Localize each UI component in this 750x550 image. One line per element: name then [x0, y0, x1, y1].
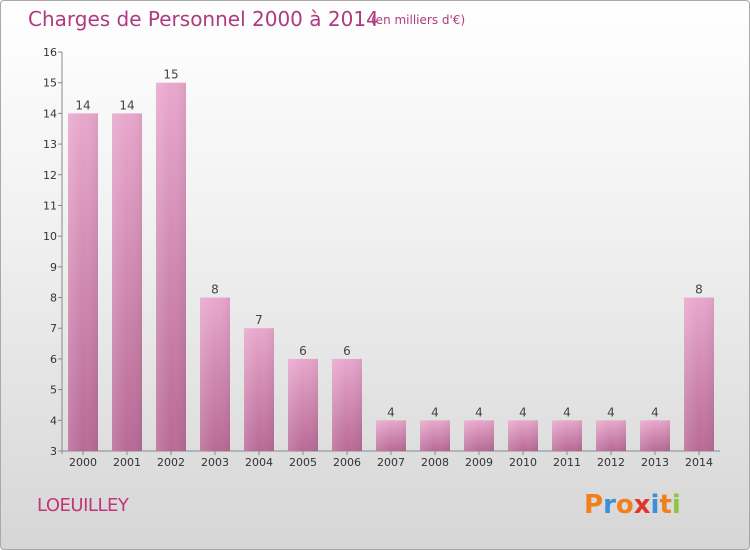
x-tick-label: 2014 — [685, 456, 713, 469]
bar-shine — [420, 420, 450, 451]
bar-shine — [68, 113, 98, 451]
bar-value-label: 4 — [387, 405, 395, 419]
x-tick-label: 2013 — [641, 456, 669, 469]
x-tick-label: 2011 — [553, 456, 581, 469]
y-tick-label: 3 — [50, 445, 57, 458]
bar-value-label: 4 — [519, 405, 527, 419]
x-tick-label: 2009 — [465, 456, 493, 469]
logo-letter: P — [584, 490, 604, 520]
x-tick-label: 2008 — [421, 456, 449, 469]
bar-value-label: 4 — [607, 405, 615, 419]
y-tick-label: 5 — [50, 384, 57, 397]
logo-letter: i — [650, 490, 660, 520]
x-tick-label: 2006 — [333, 456, 361, 469]
y-tick-label: 7 — [50, 322, 57, 335]
bar-shine — [156, 82, 186, 451]
y-tick-label: 16 — [43, 46, 57, 59]
x-tick-label: 2002 — [157, 456, 185, 469]
bar-value-label: 4 — [431, 405, 439, 419]
chart-title: Charges de Personnel 2000 à 2014 — [28, 7, 379, 31]
logo-letter: x — [633, 490, 651, 520]
y-tick-label: 6 — [50, 353, 57, 366]
bar-shine — [244, 328, 274, 451]
x-tick-label: 2007 — [377, 456, 405, 469]
bar-shine — [376, 420, 406, 451]
bar-shine — [112, 113, 142, 451]
x-tick-label: 2001 — [113, 456, 141, 469]
bar-value-label: 7 — [255, 313, 263, 327]
bar-shine — [640, 420, 670, 451]
bar-value-label: 4 — [651, 405, 659, 419]
bar-value-label: 6 — [299, 344, 307, 358]
x-tick-label: 2004 — [245, 456, 273, 469]
bar-value-label: 4 — [563, 405, 571, 419]
y-tick-label: 10 — [43, 230, 57, 243]
proxiti-logo: Proxiti — [584, 490, 681, 520]
y-tick-label: 8 — [50, 292, 57, 305]
bar-shine — [596, 420, 626, 451]
y-tick-label: 14 — [43, 107, 57, 120]
bar-shine — [288, 358, 318, 451]
x-tick-label: 2000 — [69, 456, 97, 469]
bar-shine — [200, 297, 230, 451]
bar-value-label: 14 — [119, 98, 134, 112]
x-tick-label: 2012 — [597, 456, 625, 469]
x-tick-label: 2005 — [289, 456, 317, 469]
y-tick-label: 12 — [43, 169, 57, 182]
y-tick-label: 11 — [43, 199, 57, 212]
bar-value-label: 4 — [475, 405, 483, 419]
chart-unit: (en milliers d'€) — [371, 13, 466, 27]
y-tick-label: 4 — [50, 414, 57, 427]
bar-value-label: 8 — [211, 283, 219, 297]
bar-value-label: 15 — [163, 68, 178, 82]
bar-shine — [332, 358, 362, 451]
x-tick-label: 2010 — [509, 456, 537, 469]
y-tick-label: 13 — [43, 138, 57, 151]
bar-value-label: 14 — [75, 98, 90, 112]
y-tick-label: 15 — [43, 77, 57, 90]
bar-shine — [464, 420, 494, 451]
x-tick-label: 2003 — [201, 456, 229, 469]
logo-letter: t — [659, 490, 672, 520]
commune-name: LOEUILLEY — [37, 495, 129, 516]
bar-value-label: 6 — [343, 344, 351, 358]
bar-shine — [552, 420, 582, 451]
bar-shine — [508, 420, 538, 451]
bar-shine — [684, 297, 714, 451]
logo-letter: i — [671, 490, 681, 520]
logo-letter: r — [603, 490, 616, 520]
logo-letter: o — [615, 490, 634, 520]
bar-value-label: 8 — [695, 283, 703, 297]
y-tick-label: 9 — [50, 261, 57, 274]
